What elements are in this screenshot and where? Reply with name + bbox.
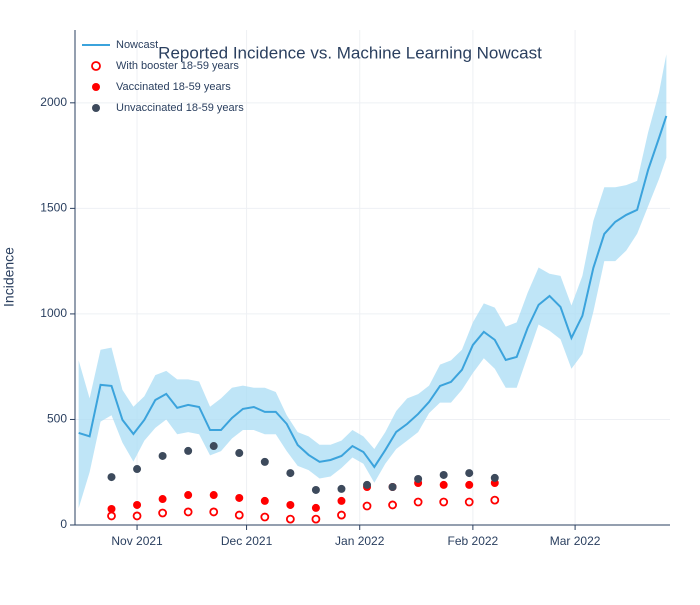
point [209, 507, 219, 517]
y-tick-label: 2000 [40, 95, 67, 109]
point [286, 500, 295, 509]
point [260, 496, 269, 505]
legend-swatch [91, 61, 101, 71]
point [184, 446, 193, 455]
point [260, 457, 269, 466]
point [363, 480, 372, 489]
point [439, 497, 449, 507]
point [465, 480, 474, 489]
point [490, 473, 499, 482]
point [209, 491, 218, 500]
x-tick-label: Dec 2021 [221, 534, 273, 548]
point [490, 495, 500, 505]
legend-label: With booster 18-59 years [116, 60, 239, 72]
legend-swatch [92, 83, 100, 91]
point [337, 496, 346, 505]
point [107, 511, 116, 521]
legend-swatch [92, 104, 100, 112]
point [133, 465, 142, 474]
point [158, 508, 168, 518]
point [209, 442, 218, 451]
point [133, 500, 142, 509]
x-tick-label: Mar 2022 [550, 534, 601, 548]
nowcast-line [78, 115, 668, 469]
point [235, 493, 244, 502]
y-tick-label: 1000 [40, 306, 67, 320]
point [439, 470, 448, 479]
point [362, 501, 372, 511]
point [311, 485, 320, 494]
confidence-band [78, 54, 667, 509]
x-tick-label: Jan 2022 [335, 534, 385, 548]
point [107, 504, 116, 513]
point [311, 514, 321, 524]
point [388, 500, 397, 510]
chart-title: Reported Incidence vs. Machine Learning … [158, 43, 542, 62]
legend-label: Vaccinated 18-59 years [116, 81, 231, 93]
point [439, 480, 448, 489]
point [158, 495, 167, 504]
y-axis-label: Incidence [1, 247, 17, 307]
legend-label: Unvaccinated 18-59 years [116, 102, 244, 114]
point [286, 469, 295, 478]
legend-label: Nowcast [116, 39, 158, 51]
y-tick-label: 500 [47, 412, 67, 426]
x-tick-label: Nov 2021 [111, 534, 163, 548]
point [235, 449, 244, 458]
point [337, 484, 346, 493]
point [464, 497, 474, 507]
y-tick-label: 0 [60, 517, 67, 531]
y-tick-label: 1500 [40, 201, 67, 215]
point [413, 497, 423, 507]
point [158, 451, 167, 460]
point [132, 511, 142, 521]
point [234, 510, 244, 520]
point [311, 503, 320, 512]
point [414, 474, 423, 483]
point [183, 507, 193, 517]
point [107, 473, 116, 482]
point [184, 491, 193, 500]
point [465, 469, 474, 478]
point [337, 510, 346, 520]
x-tick-label: Feb 2022 [448, 534, 499, 548]
point [388, 483, 397, 492]
point [285, 514, 295, 524]
point [260, 512, 270, 522]
